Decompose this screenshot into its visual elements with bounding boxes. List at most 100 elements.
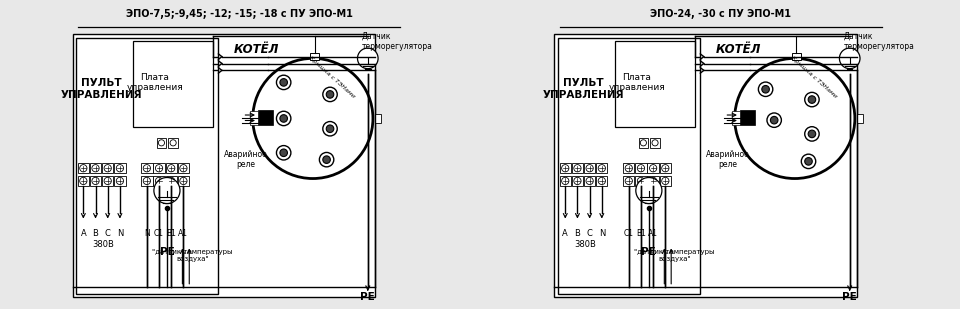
Text: C1: C1: [624, 229, 634, 238]
FancyBboxPatch shape: [78, 176, 89, 186]
Circle shape: [661, 165, 669, 172]
FancyBboxPatch shape: [647, 163, 659, 173]
Circle shape: [625, 177, 633, 184]
FancyBboxPatch shape: [132, 41, 213, 127]
FancyBboxPatch shape: [650, 138, 660, 148]
FancyBboxPatch shape: [76, 38, 219, 294]
Text: A1: A1: [648, 229, 659, 238]
FancyBboxPatch shape: [156, 138, 166, 148]
FancyBboxPatch shape: [856, 114, 863, 123]
Text: B1: B1: [166, 229, 177, 238]
FancyBboxPatch shape: [596, 163, 608, 173]
FancyBboxPatch shape: [660, 176, 671, 186]
Circle shape: [640, 140, 646, 146]
FancyBboxPatch shape: [636, 176, 647, 186]
Circle shape: [650, 165, 657, 172]
Circle shape: [562, 177, 569, 184]
Circle shape: [767, 113, 781, 127]
Text: "датчик температуры
воздуха": "датчик температуры воздуха": [635, 249, 715, 262]
Text: Плата
управления: Плата управления: [127, 73, 183, 92]
Text: A1: A1: [179, 229, 188, 238]
Circle shape: [762, 86, 769, 93]
Circle shape: [586, 177, 593, 184]
FancyBboxPatch shape: [638, 138, 648, 148]
Circle shape: [808, 96, 816, 103]
Circle shape: [839, 48, 860, 69]
FancyBboxPatch shape: [555, 34, 856, 297]
FancyBboxPatch shape: [596, 176, 608, 186]
Circle shape: [80, 177, 87, 184]
FancyBboxPatch shape: [90, 176, 101, 186]
Text: ПУЛЬТ
УПРАВЛЕНИЯ: ПУЛЬТ УПРАВЛЕНИЯ: [542, 78, 624, 100]
Circle shape: [804, 92, 819, 107]
Circle shape: [357, 48, 378, 69]
FancyBboxPatch shape: [154, 163, 165, 173]
Text: Датчик
терморегулятора: Датчик терморегулятора: [362, 32, 433, 51]
Circle shape: [276, 75, 291, 90]
Text: ЭПО-7,5;-9,45; -12; -15; -18 с ПУ ЭПО-М1: ЭПО-7,5;-9,45; -12; -15; -18 с ПУ ЭПО-М1: [126, 9, 352, 19]
Circle shape: [92, 165, 99, 172]
Text: A: A: [81, 229, 86, 238]
Circle shape: [252, 58, 372, 179]
Text: C: C: [105, 229, 110, 238]
Circle shape: [104, 165, 111, 172]
Text: B1: B1: [636, 229, 646, 238]
Circle shape: [116, 177, 124, 184]
Text: A: A: [563, 229, 568, 238]
Circle shape: [326, 91, 334, 98]
FancyBboxPatch shape: [647, 176, 659, 186]
Text: N: N: [599, 229, 605, 238]
Circle shape: [586, 165, 593, 172]
FancyBboxPatch shape: [636, 163, 647, 173]
Circle shape: [562, 165, 569, 172]
Circle shape: [598, 165, 606, 172]
Circle shape: [804, 127, 819, 141]
Text: КОТЁЛ: КОТЁЛ: [233, 43, 279, 56]
Text: РЕ: РЕ: [641, 247, 657, 257]
FancyBboxPatch shape: [114, 176, 126, 186]
Text: Крышка с ТЭНами: Крышка с ТЭНами: [308, 55, 355, 99]
FancyBboxPatch shape: [623, 176, 635, 186]
FancyBboxPatch shape: [73, 34, 374, 297]
FancyBboxPatch shape: [78, 163, 89, 173]
FancyBboxPatch shape: [102, 176, 113, 186]
Text: C: C: [587, 229, 592, 238]
Circle shape: [574, 177, 581, 184]
Text: B: B: [574, 229, 581, 238]
Circle shape: [802, 154, 816, 169]
FancyBboxPatch shape: [740, 110, 756, 125]
Circle shape: [156, 177, 162, 184]
FancyBboxPatch shape: [178, 176, 189, 186]
FancyBboxPatch shape: [251, 111, 258, 125]
Circle shape: [758, 82, 773, 96]
Text: РЕ: РЕ: [842, 292, 857, 302]
Text: N: N: [117, 229, 123, 238]
Text: N: N: [144, 229, 150, 238]
Circle shape: [808, 130, 816, 138]
Circle shape: [143, 165, 151, 172]
Text: Плата
управления: Плата управления: [609, 73, 665, 92]
Circle shape: [180, 165, 187, 172]
FancyBboxPatch shape: [560, 163, 571, 173]
FancyBboxPatch shape: [310, 53, 319, 60]
Circle shape: [158, 140, 164, 146]
Text: 380В: 380В: [574, 240, 596, 249]
Circle shape: [276, 146, 291, 160]
Text: КОТЁЛ: КОТЁЛ: [715, 43, 761, 56]
Circle shape: [734, 58, 854, 179]
Circle shape: [104, 177, 111, 184]
Text: ПУЛЬТ
УПРАВЛЕНИЯ: ПУЛЬТ УПРАВЛЕНИЯ: [60, 78, 142, 100]
Text: C1: C1: [154, 229, 164, 238]
Circle shape: [80, 165, 87, 172]
FancyBboxPatch shape: [584, 163, 595, 173]
Text: Крышка с ТЭНами: Крышка с ТЭНами: [790, 55, 837, 99]
Circle shape: [156, 165, 162, 172]
Circle shape: [323, 156, 330, 163]
FancyBboxPatch shape: [374, 114, 381, 123]
Circle shape: [180, 177, 187, 184]
Circle shape: [323, 121, 337, 136]
Text: РЕ: РЕ: [360, 292, 375, 302]
FancyBboxPatch shape: [732, 111, 740, 125]
Circle shape: [574, 165, 581, 172]
Circle shape: [771, 116, 778, 124]
